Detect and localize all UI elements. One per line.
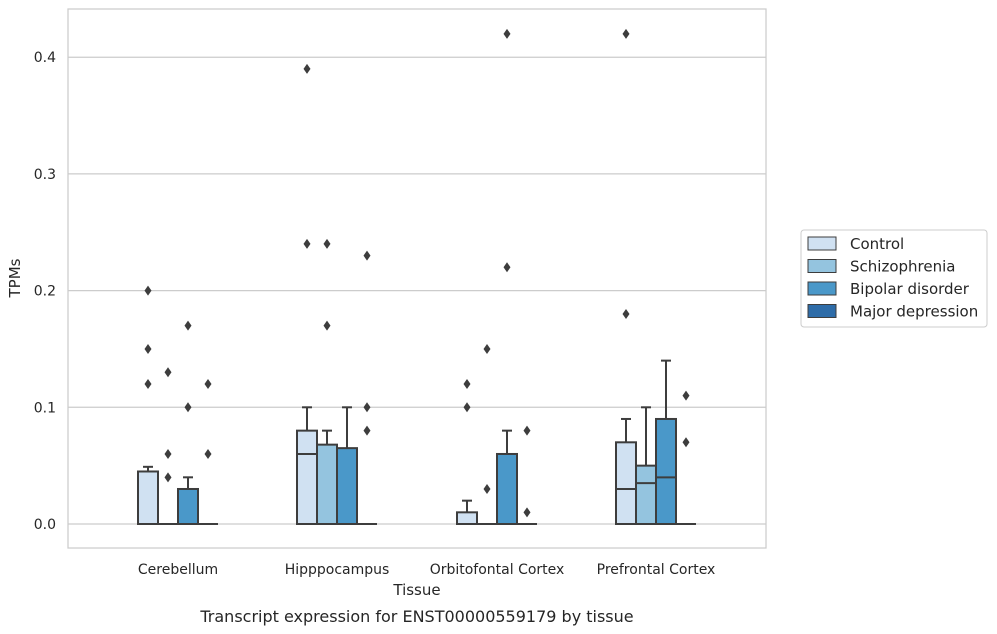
legend-items: Control Schizophrenia Bipolar disorder Majo… xyxy=(807,235,978,321)
legend-label: Control xyxy=(850,235,904,253)
outlier-point xyxy=(363,425,371,436)
legend-frame xyxy=(800,229,988,328)
outlier-points xyxy=(144,28,690,518)
box-rect xyxy=(296,429,318,526)
box-control xyxy=(137,465,159,525)
y-tick-label: 0.1 xyxy=(34,400,56,416)
box-rect xyxy=(615,441,637,525)
box-rect xyxy=(635,464,657,525)
legend-swatch xyxy=(807,281,837,296)
box-control xyxy=(615,417,637,525)
y-tick-label: 0.4 xyxy=(34,50,56,66)
outlier-point xyxy=(682,437,690,448)
x-tick-label: Hipppocampus xyxy=(285,562,390,578)
outlier-point xyxy=(184,320,192,331)
outlier-point xyxy=(622,308,630,319)
outlier-point xyxy=(323,320,331,331)
y-axis-ticks: 0.0 0.1 0.2 0.3 0.4 xyxy=(34,50,56,533)
outlier-point xyxy=(523,507,531,518)
box-schizophrenia xyxy=(316,429,338,526)
box-control xyxy=(456,499,478,526)
outlier-point xyxy=(164,448,172,459)
outlier-point xyxy=(483,343,491,354)
outlier-point xyxy=(622,28,630,39)
outlier-point xyxy=(144,285,152,296)
chart-caption: Transcript expression for ENST0000055917… xyxy=(199,607,633,626)
box-control xyxy=(296,406,318,526)
box-bipolar-disorder xyxy=(655,359,677,525)
x-tick-label: Prefrontal Cortex xyxy=(597,562,716,578)
outlier-point xyxy=(523,425,531,436)
box-bipolar-disorder xyxy=(496,429,518,526)
outlier-point xyxy=(164,472,172,483)
outlier-point xyxy=(483,483,491,494)
outlier-point xyxy=(463,378,471,389)
outlier-point xyxy=(303,63,311,74)
box-rect xyxy=(655,417,677,525)
legend-swatch xyxy=(807,304,837,318)
outlier-point xyxy=(682,390,690,401)
box-rect xyxy=(456,511,478,526)
box-series xyxy=(137,359,696,526)
box-rect xyxy=(316,443,338,526)
outlier-point xyxy=(164,367,172,378)
legend-label: Schizophrenia xyxy=(850,258,955,276)
outlier-point xyxy=(204,448,212,459)
box-rect xyxy=(137,470,159,525)
plot-area-frame xyxy=(67,8,767,549)
box-bipolar-disorder xyxy=(177,476,199,525)
outlier-point xyxy=(144,378,152,389)
outlier-point xyxy=(303,238,311,249)
y-tick-label: 0.3 xyxy=(34,167,56,183)
y-tick-label: 0.0 xyxy=(34,517,56,533)
legend: Control Schizophrenia Bipolar disorder Majo… xyxy=(800,229,988,328)
y-axis-label: TPMs xyxy=(6,258,24,298)
outlier-point xyxy=(204,378,212,389)
outlier-point xyxy=(184,402,192,413)
outlier-point xyxy=(503,262,511,273)
box-rect xyxy=(336,447,358,525)
outlier-point xyxy=(144,343,152,354)
outlier-point xyxy=(363,250,371,261)
outlier-point xyxy=(363,402,371,413)
y-tick-label: 0.2 xyxy=(34,284,56,300)
x-tick-label: Cerebellum xyxy=(138,562,218,578)
legend-label: Bipolar disorder xyxy=(850,280,970,298)
x-axis-label: Tissue xyxy=(392,581,440,599)
box-schizophrenia xyxy=(635,406,657,525)
legend-label: Major depression xyxy=(850,303,978,321)
box-rect xyxy=(496,452,518,526)
x-axis-ticks: Cerebellum Hipppocampus Orbitofontal Corte… xyxy=(138,562,715,578)
box-bipolar-disorder xyxy=(336,406,358,525)
outlier-point xyxy=(503,28,511,39)
outlier-point xyxy=(323,238,331,249)
outlier-point xyxy=(463,402,471,413)
legend-swatch xyxy=(807,236,837,251)
x-tick-label: Orbitofontal Cortex xyxy=(430,562,565,578)
box-rect xyxy=(177,487,199,525)
legend-swatch xyxy=(807,259,837,273)
